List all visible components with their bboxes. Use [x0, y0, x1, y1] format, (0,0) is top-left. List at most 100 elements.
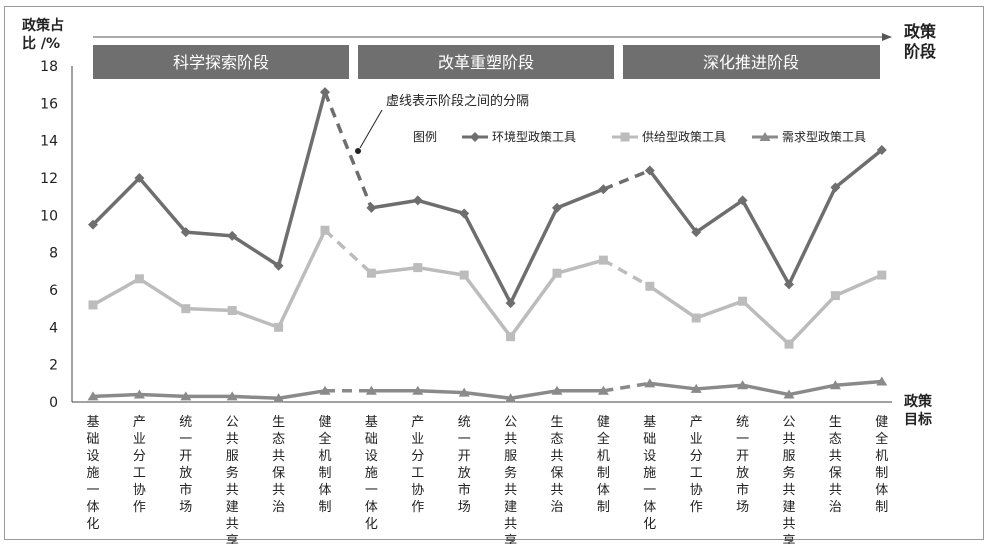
legend-entry-label: 环境型政策工具 [492, 129, 576, 144]
data-point [459, 270, 469, 280]
data-point [319, 385, 331, 395]
data-point [877, 270, 887, 280]
data-point [366, 202, 377, 213]
data-point [876, 145, 887, 155]
data-point [644, 165, 655, 176]
data-point [690, 383, 702, 393]
data-point [876, 376, 888, 386]
x-category-label: 公共服务共建共享 [226, 415, 239, 544]
data-point [227, 306, 237, 316]
data-point [320, 87, 330, 98]
data-point [134, 173, 145, 183]
legend-entry-label: 供给型政策工具 [642, 130, 726, 144]
data-point [226, 391, 238, 401]
y-tick-label: 0 [49, 395, 58, 411]
x-category-label: 生态共保共治 [550, 415, 563, 515]
series-line-segment [91, 91, 327, 268]
x-category-label: 统一开放市场 [458, 415, 471, 515]
y-tick-label: 6 [49, 283, 58, 299]
x-category-label: 健全机制体制 [875, 415, 888, 515]
data-point [830, 291, 840, 301]
x-category-label: 产业分工协作 [411, 415, 424, 515]
data-point [506, 332, 516, 342]
chart-frame [4, 6, 984, 540]
y-tick-label: 16 [40, 96, 58, 112]
y-tick-label: 10 [40, 208, 58, 224]
data-point [505, 393, 517, 403]
data-point [830, 182, 841, 193]
x-category-label: 健全机制体制 [597, 415, 610, 515]
y-tick-label: 14 [40, 134, 58, 150]
data-point [458, 387, 470, 397]
data-point [412, 195, 423, 206]
phase-label-2: 改革重塑阶段 [438, 53, 534, 72]
series-line-segment [648, 273, 883, 346]
data-point [88, 219, 98, 230]
data-point [87, 391, 99, 401]
phase-box-1 [93, 45, 349, 79]
legend-entry-label: 需求型政策工具 [782, 130, 866, 144]
data-point [784, 279, 794, 290]
x-category-label: 健全机制体制 [318, 415, 331, 515]
legend-swatch-marker [620, 132, 630, 142]
annotation-dot [355, 148, 361, 154]
y-tick-label: 4 [49, 320, 58, 336]
goal-axis-label-line1: 政策 [904, 393, 933, 410]
x-category-label: 生态共保共治 [272, 415, 285, 515]
legend-swatch-marker [470, 132, 480, 142]
data-point [598, 184, 609, 195]
phase-axis-label-line2: 阶段 [904, 42, 937, 61]
data-point [413, 263, 423, 273]
series-line-segment [371, 258, 604, 339]
data-point [365, 385, 377, 395]
data-point [134, 274, 144, 284]
data-point [412, 385, 424, 395]
legend-title: 图例 [413, 130, 437, 144]
phase-box-2 [358, 45, 614, 79]
data-point [738, 296, 748, 306]
x-category-label: 公共服务共建共享 [504, 415, 517, 544]
y-axis-title-line1: 政策占 [22, 17, 64, 34]
data-point [227, 230, 238, 241]
data-point [691, 313, 701, 323]
series-line-segment [649, 379, 882, 397]
series-3 [87, 376, 888, 403]
x-category-label: 产业分工协作 [690, 415, 703, 515]
y-tick-label: 8 [49, 246, 58, 262]
series-line-segment [92, 229, 327, 330]
data-point [644, 378, 656, 388]
data-point [737, 195, 748, 206]
series-line-segment [371, 389, 604, 401]
series-2 [88, 225, 887, 349]
series-line-segment [371, 187, 605, 305]
phase-divider-dashed-line [602, 168, 651, 191]
phase-divider-dashed-line [602, 258, 651, 288]
data-point [829, 380, 841, 390]
y-tick-label: 18 [40, 59, 58, 75]
data-point [181, 304, 191, 314]
data-point [737, 380, 749, 390]
x-category-label: 产业分工协作 [133, 415, 146, 515]
phase-divider-dashed-line [323, 91, 374, 209]
data-point [551, 385, 563, 395]
y-tick-group: 0 2 4 6 8 10 12 14 16 18 [40, 59, 58, 411]
x-category-label: 统一开放市场 [736, 415, 749, 515]
phase-box-3 [623, 45, 880, 79]
data-point [505, 298, 516, 309]
x-category-label: 公共服务共建共享 [782, 415, 795, 544]
series-line-segment [648, 148, 883, 287]
data-point [88, 300, 98, 310]
x-category-label: 基础设施一体化 [86, 415, 99, 532]
series-line-segment [92, 389, 326, 401]
x-category-label: 生态共保共治 [829, 415, 842, 515]
data-point [552, 202, 562, 213]
data-point [366, 268, 376, 278]
phase-arrow-head [882, 33, 892, 41]
data-point [552, 268, 562, 278]
legend: 环境型政策工具 供给型政策工具 需求型政策工具 [462, 129, 866, 144]
phase-axis-label-line1: 政策 [904, 22, 937, 41]
annotation-text: 虚线表示阶段之间的分隔 [386, 93, 529, 109]
data-point [320, 225, 330, 235]
x-category-label: 基础设施一体化 [643, 415, 656, 532]
